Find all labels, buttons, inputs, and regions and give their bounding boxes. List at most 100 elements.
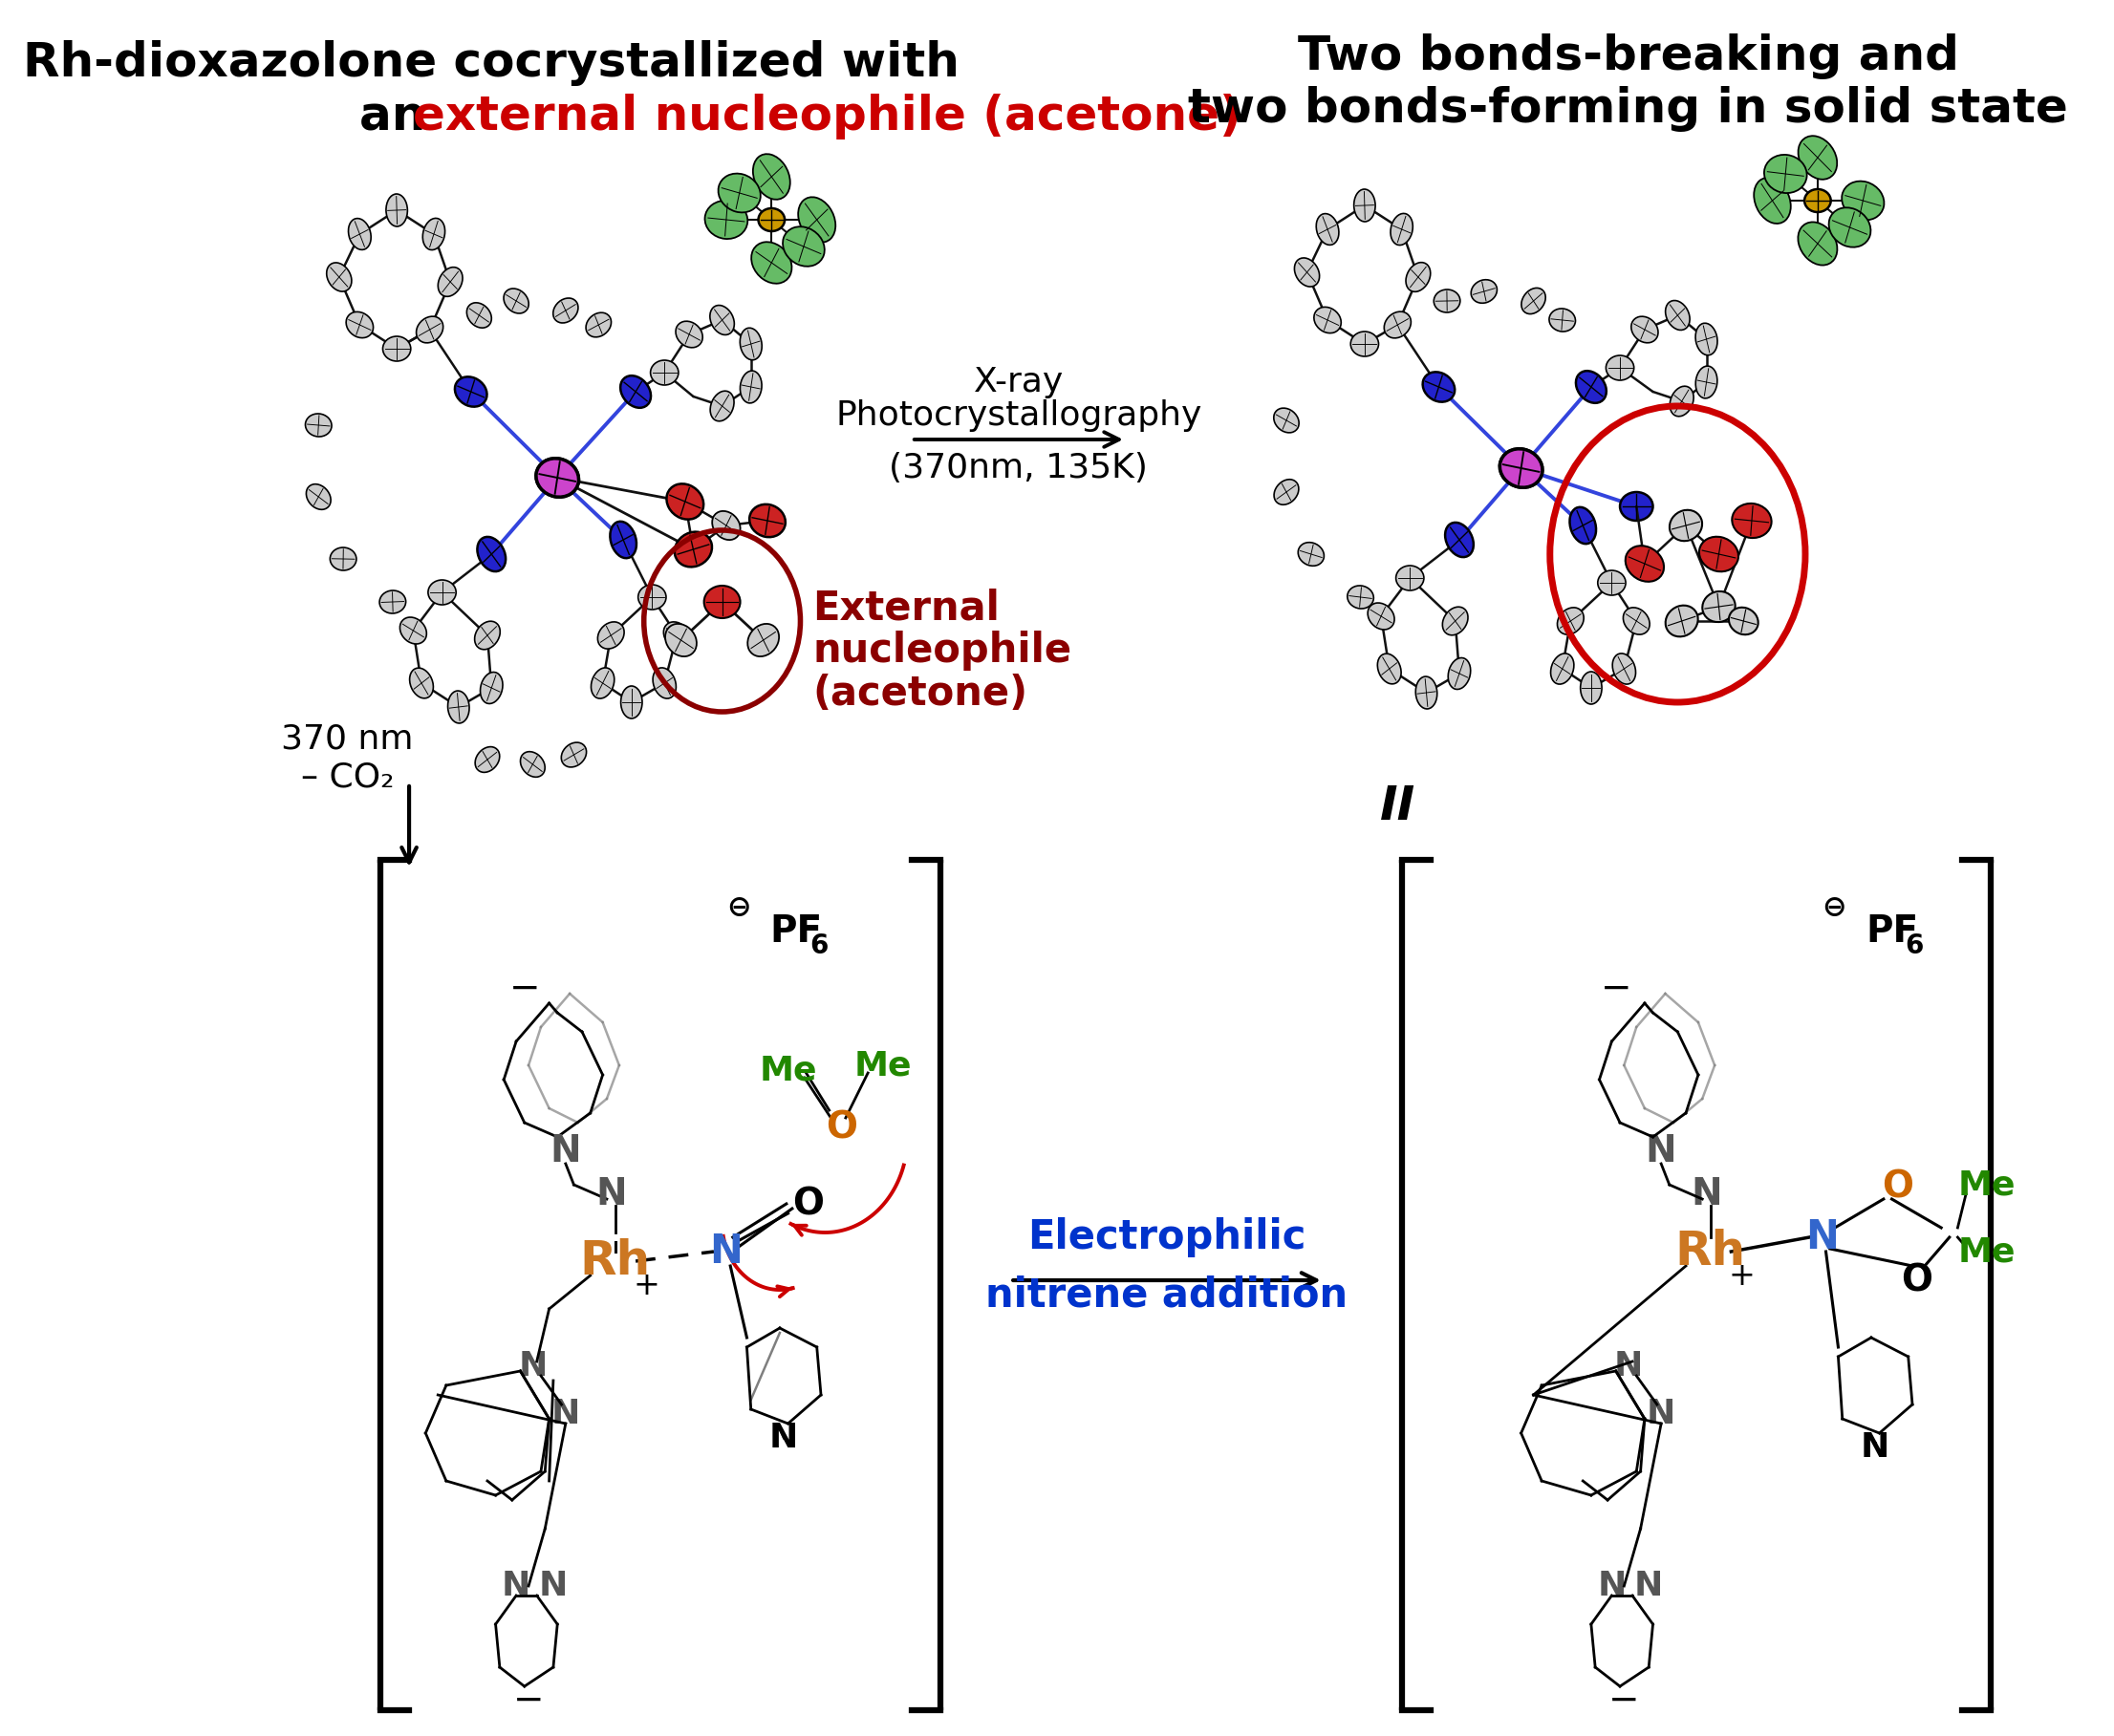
Ellipse shape: [1294, 259, 1319, 286]
Ellipse shape: [400, 618, 427, 644]
Ellipse shape: [638, 585, 666, 609]
Text: Rh: Rh: [1674, 1229, 1746, 1274]
Ellipse shape: [1448, 658, 1471, 689]
Text: N: N: [1860, 1430, 1890, 1463]
Ellipse shape: [332, 547, 355, 571]
Ellipse shape: [381, 590, 406, 613]
Ellipse shape: [1575, 372, 1607, 403]
Ellipse shape: [537, 458, 579, 496]
Ellipse shape: [759, 208, 784, 231]
Text: Me: Me: [1958, 1236, 2015, 1267]
Ellipse shape: [1666, 606, 1698, 637]
Ellipse shape: [1275, 479, 1298, 503]
Text: −: −: [514, 1682, 543, 1719]
Text: N: N: [1613, 1351, 1643, 1382]
Ellipse shape: [1626, 545, 1664, 582]
Ellipse shape: [1805, 189, 1831, 212]
Text: PF: PF: [769, 913, 822, 950]
Text: O: O: [1881, 1168, 1913, 1205]
Ellipse shape: [1670, 385, 1693, 417]
Text: O: O: [793, 1186, 824, 1222]
Text: N: N: [1645, 1134, 1676, 1170]
Text: (acetone): (acetone): [812, 674, 1027, 713]
Ellipse shape: [1695, 366, 1717, 398]
Ellipse shape: [622, 686, 643, 719]
Ellipse shape: [476, 746, 499, 773]
Ellipse shape: [592, 668, 615, 698]
Ellipse shape: [676, 321, 702, 347]
Text: O: O: [827, 1109, 858, 1146]
Ellipse shape: [349, 219, 372, 250]
Ellipse shape: [1846, 177, 1881, 224]
Text: two bonds-forming in solid state: two bonds-forming in solid state: [1188, 87, 2067, 132]
Ellipse shape: [1423, 372, 1454, 403]
Ellipse shape: [416, 316, 444, 344]
Ellipse shape: [704, 585, 740, 618]
Ellipse shape: [710, 391, 734, 422]
Text: X-ray: X-ray: [975, 366, 1063, 398]
Ellipse shape: [383, 337, 410, 361]
Text: nitrene addition: nitrene addition: [985, 1274, 1349, 1314]
Text: Me: Me: [1958, 1168, 2015, 1201]
Ellipse shape: [467, 304, 493, 326]
Ellipse shape: [423, 219, 444, 250]
Text: N: N: [550, 1134, 581, 1170]
Ellipse shape: [448, 691, 469, 724]
Ellipse shape: [1753, 179, 1793, 222]
Text: 6: 6: [1905, 932, 1924, 960]
Ellipse shape: [611, 521, 636, 559]
Text: an: an: [359, 94, 442, 139]
Text: Rh: Rh: [579, 1238, 651, 1285]
Ellipse shape: [1613, 653, 1636, 684]
Ellipse shape: [1391, 214, 1412, 245]
Ellipse shape: [653, 668, 676, 698]
Ellipse shape: [476, 621, 501, 649]
Text: N: N: [1634, 1569, 1664, 1602]
Ellipse shape: [1619, 491, 1653, 521]
Ellipse shape: [1700, 536, 1738, 573]
Ellipse shape: [664, 621, 689, 649]
Ellipse shape: [708, 198, 744, 243]
Ellipse shape: [1446, 523, 1473, 557]
Ellipse shape: [347, 312, 374, 339]
Ellipse shape: [1552, 653, 1575, 684]
Ellipse shape: [1273, 410, 1300, 432]
Ellipse shape: [552, 299, 579, 321]
Text: −: −: [1609, 1682, 1640, 1719]
Ellipse shape: [1765, 155, 1807, 193]
Ellipse shape: [1416, 677, 1438, 708]
Text: Rh-dioxazolone cocrystallized with: Rh-dioxazolone cocrystallized with: [23, 40, 960, 87]
Ellipse shape: [1624, 608, 1649, 634]
Ellipse shape: [651, 359, 679, 385]
Ellipse shape: [1607, 356, 1634, 380]
Ellipse shape: [748, 503, 786, 536]
Ellipse shape: [598, 621, 624, 649]
Text: N: N: [1805, 1217, 1839, 1257]
Text: Two bonds-breaking and: Two bonds-breaking and: [1298, 33, 1960, 80]
Ellipse shape: [1550, 309, 1575, 332]
Ellipse shape: [1298, 542, 1323, 566]
Ellipse shape: [410, 668, 433, 698]
Ellipse shape: [666, 623, 698, 656]
Text: O: O: [1900, 1262, 1932, 1299]
Ellipse shape: [1471, 279, 1497, 304]
Text: External: External: [812, 587, 1000, 628]
Text: N: N: [1691, 1175, 1723, 1212]
Text: +: +: [1729, 1260, 1755, 1292]
Ellipse shape: [307, 413, 332, 437]
Text: N: N: [1598, 1569, 1626, 1602]
Ellipse shape: [1581, 672, 1602, 705]
Text: Me: Me: [759, 1054, 816, 1087]
Ellipse shape: [1598, 571, 1626, 595]
Text: N: N: [539, 1569, 569, 1602]
Ellipse shape: [1351, 332, 1378, 356]
Text: 6: 6: [810, 932, 829, 960]
Ellipse shape: [1520, 288, 1545, 312]
Text: Photocrystallography: Photocrystallography: [835, 399, 1203, 432]
Ellipse shape: [503, 288, 528, 314]
Ellipse shape: [1347, 585, 1374, 609]
Ellipse shape: [748, 623, 780, 656]
Text: N: N: [518, 1351, 548, 1382]
Ellipse shape: [712, 510, 740, 540]
Text: II: II: [1380, 783, 1416, 830]
